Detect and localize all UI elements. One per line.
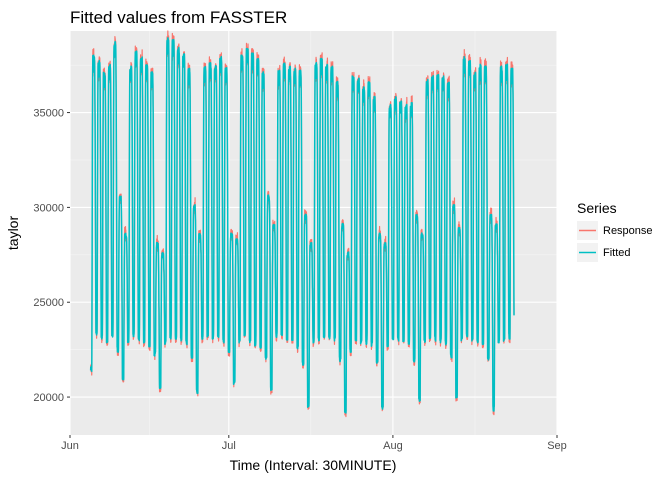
legend-label-fitted: Fitted (603, 247, 631, 259)
legend-title: Series (577, 200, 617, 216)
y-axis-title: taylor (5, 216, 21, 251)
x-axis-title: Time (Interval: 30MINUTE) (230, 457, 397, 473)
y-tick-label: 20000 (33, 392, 64, 404)
x-tick-label: Aug (383, 440, 403, 452)
legend-entry-response: Response (577, 221, 653, 240)
x-tick-label: Sep (547, 440, 567, 452)
series-line-fitted (89, 37, 515, 414)
y-tick-label: 35000 (33, 108, 64, 120)
y-tick-label: 25000 (33, 297, 64, 309)
x-axis: Jun Jul Aug Sep (61, 435, 567, 452)
y-axis: 20000 25000 30000 35000 (33, 108, 70, 404)
x-tick-label: Jul (222, 440, 236, 452)
legend: Series Response Fitted (577, 200, 653, 262)
chart-title: Fitted values from FASSTER (70, 8, 287, 27)
legend-label-response: Response (603, 225, 653, 237)
y-tick-label: 30000 (33, 202, 64, 214)
x-tick-label: Jun (61, 440, 79, 452)
series-layer (89, 30, 515, 418)
legend-entry-fitted: Fitted (577, 243, 631, 262)
